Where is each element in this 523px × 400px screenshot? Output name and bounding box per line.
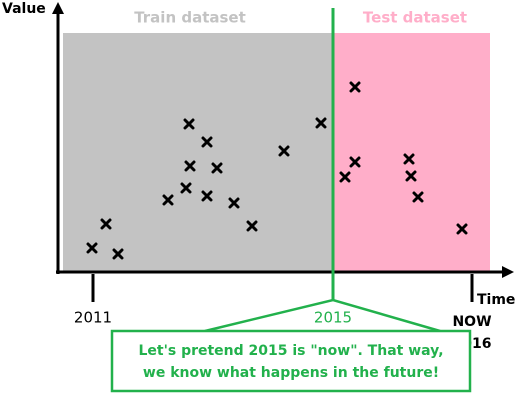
x-axis-label: Time [477, 292, 515, 308]
point [405, 170, 417, 182]
point [403, 153, 415, 165]
callout-pointer [204, 298, 441, 333]
point [162, 194, 174, 206]
point [201, 190, 213, 202]
point [86, 242, 98, 254]
x-arrow [502, 266, 514, 278]
point [349, 156, 361, 168]
point [339, 171, 351, 183]
point [201, 136, 213, 148]
y-axis-label: Value [2, 1, 46, 17]
train-region [63, 33, 334, 271]
tick-label: 2015 [314, 309, 352, 327]
point [278, 145, 290, 157]
point [183, 118, 195, 130]
point [246, 220, 258, 232]
callout-box [110, 329, 472, 393]
point [100, 218, 112, 230]
point [349, 81, 361, 93]
tick-label: 2011 [74, 309, 112, 327]
test-label: Test dataset [363, 9, 467, 27]
point [456, 223, 468, 235]
point [180, 182, 192, 194]
train-label: Train dataset [134, 9, 246, 27]
callout-text: we know what happens in the future! [143, 365, 439, 381]
test-region [334, 33, 490, 271]
callout-text: Let's pretend 2015 is "now". That way, [138, 343, 443, 359]
tick-label: NOW [452, 314, 491, 330]
points [86, 81, 468, 260]
point [112, 248, 124, 260]
point [184, 160, 196, 172]
point [315, 117, 327, 129]
y-arrow [52, 2, 64, 14]
point [412, 191, 424, 203]
point [211, 162, 223, 174]
point [228, 197, 240, 209]
